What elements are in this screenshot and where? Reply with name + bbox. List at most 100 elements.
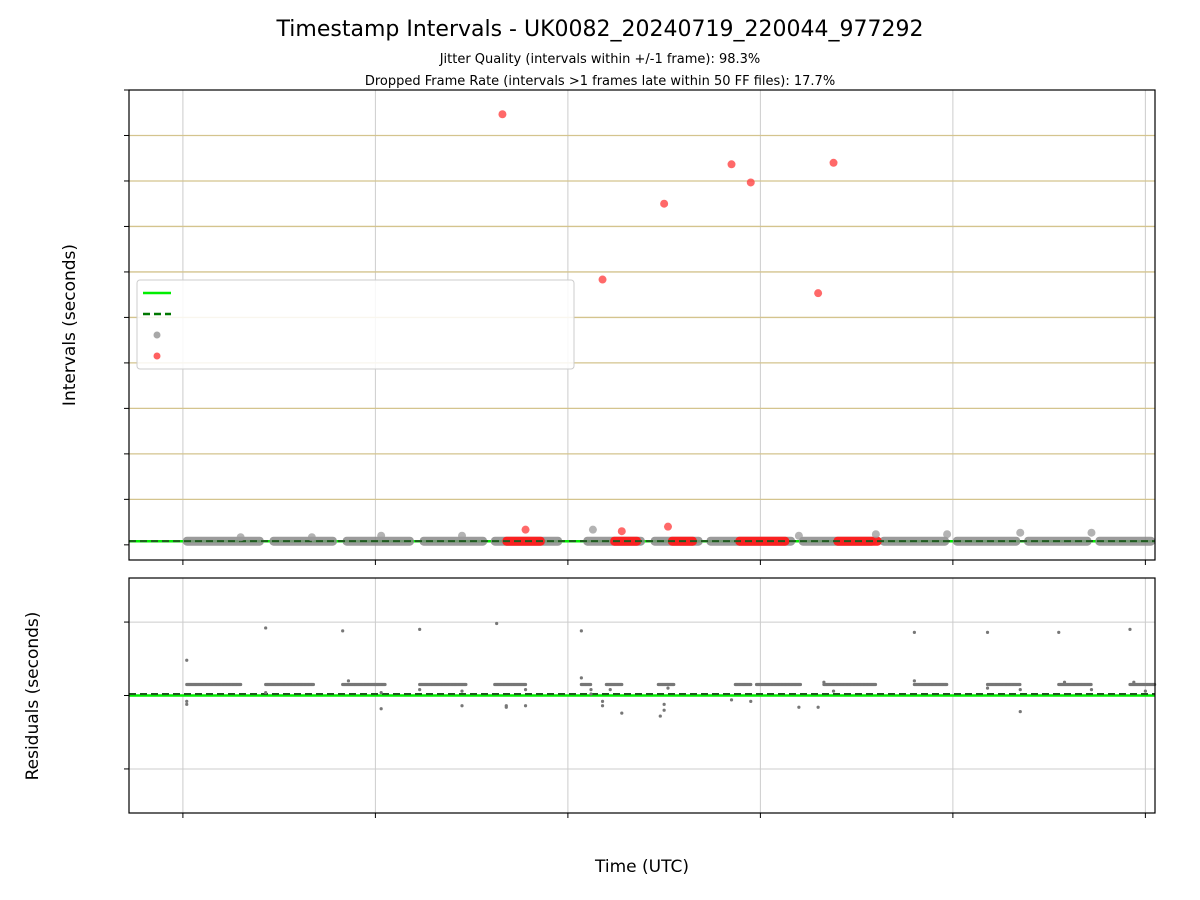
- residual-point: [1057, 630, 1061, 634]
- residual-point: [504, 705, 508, 709]
- residual-point: [185, 702, 189, 706]
- dropped-frame-point: [598, 275, 607, 284]
- chart-subtitle-dropped: Dropped Frame Rate (intervals >1 frames …: [365, 74, 835, 89]
- interval-points-band: [952, 536, 1021, 546]
- dropped-frame-point: [498, 110, 507, 119]
- residuals-marks: [129, 621, 1157, 718]
- residual-point: [379, 707, 383, 711]
- residual-point: [1128, 627, 1132, 632]
- residual-point: [1018, 682, 1022, 687]
- residual-point: [589, 682, 593, 687]
- legend-marker-swatch: [153, 331, 161, 339]
- x-axis-label: Time (UTC): [594, 857, 689, 877]
- intervals-y-axis-label: Intervals (seconds): [60, 244, 80, 406]
- residual-point: [912, 630, 916, 634]
- residual-point: [418, 688, 422, 692]
- interval-point: [794, 531, 803, 540]
- residual-point: [985, 686, 990, 690]
- dropped-frame-point: [829, 158, 838, 167]
- residual-point: [185, 658, 189, 662]
- intervals-panel: Intervals (seconds): [60, 89, 1156, 565]
- residual-point: [608, 688, 612, 692]
- dropped-frame-point: [660, 199, 669, 208]
- legend-box: [136, 279, 575, 370]
- residual-point: [589, 688, 593, 692]
- residual-point: [666, 686, 670, 690]
- residual-point: [662, 708, 666, 712]
- residual-point: [873, 682, 878, 687]
- interval-points-band: [269, 536, 337, 546]
- residual-point: [912, 679, 916, 683]
- chart-title: Timestamp Intervals - UK0082_20240719_22…: [276, 17, 924, 42]
- residual-point: [1132, 680, 1136, 684]
- interval-points-band: [342, 536, 414, 546]
- residual-point: [311, 682, 316, 687]
- residual-point: [264, 626, 268, 630]
- legend-marker-swatch: [153, 352, 161, 360]
- dropped-frame-point: [746, 178, 755, 187]
- dropped-frame-point: [727, 160, 736, 169]
- residual-point: [418, 627, 422, 632]
- residual-point: [798, 682, 803, 687]
- residual-point: [822, 680, 826, 684]
- residual-point: [1018, 710, 1022, 714]
- residual-point: [379, 690, 383, 695]
- residual-point: [185, 699, 189, 703]
- dropped-frame-point: [521, 525, 530, 534]
- residual-point: [729, 698, 734, 702]
- intervals-marks: [129, 110, 1155, 546]
- interval-point: [458, 531, 467, 540]
- interval-point: [871, 530, 880, 539]
- residual-point: [1089, 682, 1093, 687]
- residual-point: [264, 690, 268, 695]
- residual-point: [985, 630, 990, 634]
- residual-point: [797, 705, 801, 709]
- residual-point: [600, 699, 605, 703]
- residual-point: [1018, 688, 1022, 692]
- interval-point: [1016, 528, 1025, 537]
- residual-point: [749, 682, 753, 687]
- intervals-gridlines: [129, 90, 1155, 560]
- interval-point: [588, 525, 597, 534]
- residual-point: [239, 682, 243, 687]
- residual-point: [1143, 689, 1147, 693]
- residual-point: [945, 682, 949, 687]
- dropped-frame-point: [663, 522, 672, 531]
- interval-point: [307, 533, 316, 542]
- interval-point: [236, 533, 245, 542]
- residual-point: [495, 621, 499, 626]
- intervals-axes-frame: [128, 89, 1156, 561]
- legend: [136, 279, 575, 370]
- residual-point: [620, 682, 624, 687]
- residual-point: [816, 705, 820, 709]
- residual-point: [523, 682, 528, 687]
- intervals-y-ticks: [124, 89, 1146, 565]
- residual-point: [620, 711, 624, 715]
- residual-point: [464, 682, 468, 687]
- residual-point: [672, 682, 676, 687]
- residual-point: [346, 679, 351, 683]
- dropped-frame-point: [814, 289, 823, 298]
- residuals-y-axis-label: Residuals (seconds): [23, 612, 43, 781]
- residual-point: [589, 692, 593, 696]
- dropped-frame-point: [617, 527, 626, 536]
- residual-point: [523, 688, 528, 692]
- interval-point: [943, 530, 952, 539]
- residual-point: [1062, 680, 1067, 684]
- residual-point: [523, 704, 528, 708]
- interval-point: [377, 531, 386, 540]
- residual-point: [1089, 688, 1094, 692]
- residuals-y-ticks: [124, 621, 129, 770]
- residual-point: [600, 704, 605, 708]
- residual-point: [460, 704, 464, 708]
- time-x-ticks: [182, 813, 1146, 818]
- residual-point: [579, 676, 583, 680]
- residual-point: [831, 689, 836, 693]
- interval-point: [1087, 528, 1096, 537]
- residual-point: [749, 699, 753, 703]
- residual-point: [658, 714, 662, 718]
- residual-point: [383, 682, 387, 687]
- residuals-panel: Residuals (seconds) Time (UTC): [23, 577, 1157, 877]
- residual-point: [341, 629, 345, 633]
